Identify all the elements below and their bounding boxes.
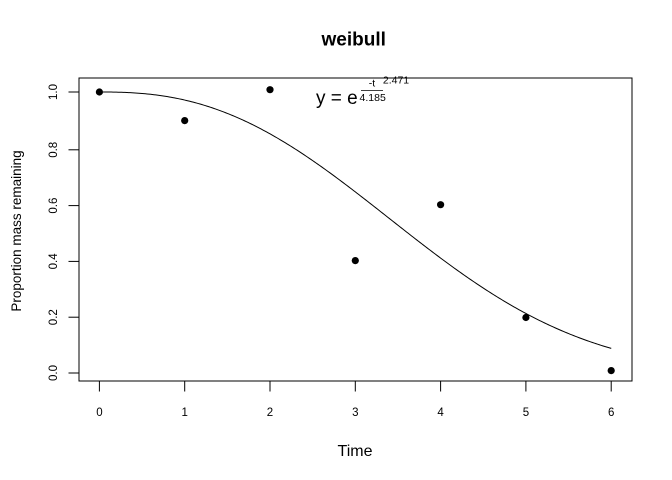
svg-text:y = e: y = e — [316, 88, 358, 109]
svg-text:0.0: 0.0 — [48, 365, 60, 381]
svg-text:2: 2 — [267, 407, 273, 419]
svg-text:0.2: 0.2 — [48, 309, 60, 325]
svg-text:1: 1 — [181, 407, 187, 419]
svg-text:2.471: 2.471 — [383, 75, 409, 87]
svg-text:0: 0 — [96, 407, 102, 419]
svg-text:Proportion mass remaining: Proportion mass remaining — [9, 150, 24, 311]
svg-text:4.185: 4.185 — [360, 92, 386, 104]
svg-text:-t: -t — [369, 78, 375, 90]
svg-text:5: 5 — [523, 407, 529, 419]
svg-text:0.6: 0.6 — [48, 198, 60, 214]
svg-text:6: 6 — [608, 407, 614, 419]
svg-text:1.0: 1.0 — [48, 84, 60, 100]
svg-text:Time: Time — [338, 443, 373, 460]
svg-text:0.8: 0.8 — [48, 142, 60, 158]
svg-text:3: 3 — [352, 407, 358, 419]
svg-text:weibull: weibull — [320, 30, 385, 51]
svg-text:0.4: 0.4 — [48, 253, 60, 270]
svg-text:4: 4 — [437, 407, 444, 419]
